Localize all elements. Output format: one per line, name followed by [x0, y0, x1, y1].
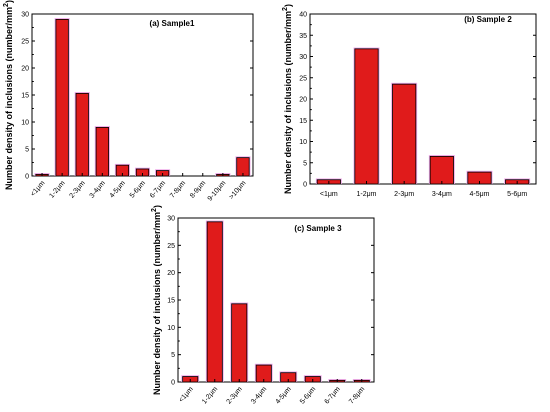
y-tick-label: 5: [25, 147, 29, 154]
y-axis-label-main: Number density of inclusions (number/mm: [4, 7, 14, 190]
bar: [75, 92, 89, 177]
x-tick-label: 5-6μm: [507, 191, 527, 198]
y-tick-label: 15: [299, 118, 307, 125]
x-tick-label: <1μm: [30, 180, 47, 198]
bar: [392, 83, 417, 185]
x-tick-label: 3-4μm: [250, 386, 268, 406]
panel-a: 0 5 10 15 20 25 30 <1μm 1-2μm 2-3μm 3-4μm 4-5μm 5-6μ…: [3, 0, 254, 203]
x-tick-label: 5-6μm: [299, 386, 317, 406]
y-axis-label: Number density of inclusions (number/mm2…: [282, 4, 293, 194]
bar: [55, 18, 69, 177]
y-tick-label: 30: [21, 12, 29, 19]
x-tick-label: 7-8μm: [348, 386, 366, 406]
y-tick-label: 15: [21, 93, 29, 100]
x-tick-label: 4-5μm: [470, 191, 490, 198]
x-tick-label: 3-4μm: [432, 191, 452, 198]
plot-frame: [309, 13, 537, 185]
x-tick-label: 4-5μm: [275, 386, 293, 406]
y-tick-label: 10: [21, 120, 29, 127]
bar: [354, 48, 379, 185]
y-tick-label: 40: [299, 12, 307, 19]
y-axis-label-superscript: 2: [282, 7, 289, 11]
y-tick-label: 35: [299, 33, 307, 40]
y-tick-label: 20: [167, 270, 175, 277]
y-tick-label: 10: [167, 325, 175, 332]
panel-b: 0 5 10 15 20 25 30 35 40 <1μm 1-2μm 2-3μm 3-4μm 4-5μm…: [282, 4, 537, 198]
x-tick-label: 1-2μm: [201, 386, 219, 406]
y-tick-label: 30: [299, 54, 307, 61]
x-tick-label: >10μm: [228, 180, 247, 201]
bar: [429, 155, 454, 185]
bar: [95, 127, 109, 177]
y-tick-label: 25: [299, 75, 307, 82]
y-axis-label-close: ): [4, 0, 14, 3]
x-tick-label: 8-9μm: [189, 180, 207, 200]
y-axis-label-main: Number density of inclusions (number/mm: [152, 212, 162, 395]
x-tick-label: 3-4μm: [89, 180, 107, 200]
x-tick-label: 9-10μm: [207, 180, 228, 203]
x-tick-label: 1-2μm: [357, 191, 377, 198]
y-axis-label-superscript: 2: [3, 3, 10, 7]
y-tick-label: 0: [25, 174, 29, 181]
y-tick-label: 15: [167, 298, 175, 305]
y-axis-label: Number density of inclusions (number/mm2…: [151, 205, 162, 395]
y-tick-label: 5: [303, 160, 307, 167]
x-tick-label: 1-2μm: [48, 180, 66, 200]
y-tick-label: 0: [171, 380, 175, 387]
y-axis-label: Number density of inclusions (number/mm2…: [3, 0, 14, 190]
y-tick-label: 25: [167, 243, 175, 250]
y-tick-label: 20: [299, 97, 307, 104]
x-tick-label: 2-3μm: [394, 191, 414, 198]
y-axis-label-superscript: 2: [151, 208, 158, 212]
panel-title: (a) Sample1: [150, 19, 195, 28]
y-tick-label: 0: [303, 182, 307, 189]
x-tick-label: <1μm: [320, 191, 338, 198]
y-tick-label: 10: [299, 139, 307, 146]
y-tick-label: 20: [21, 66, 29, 73]
y-axis-label-main: Number density of inclusions (number/mm: [283, 11, 293, 194]
y-axis-label-close: ): [283, 4, 293, 7]
x-tick-label: 2-3μm: [69, 180, 87, 200]
x-tick-label: 4-5μm: [109, 180, 127, 200]
panel-title: (b) Sample 2: [464, 15, 512, 24]
x-tick-label: 6-7μm: [149, 180, 167, 200]
x-tick-label: 5-6μm: [129, 180, 147, 200]
x-tick-label: 7-8μm: [169, 180, 187, 200]
bar: [206, 221, 223, 383]
bar: [231, 303, 248, 383]
y-tick-label: 30: [167, 216, 175, 223]
x-tick-label: 2-3μm: [226, 386, 244, 406]
y-axis-label-close: ): [152, 205, 162, 208]
panel-c: 0 5 10 15 20 25 30 <1μm 1-2μm 2-3μm 3-4μm 4-5μm 5-6μ…: [151, 205, 375, 406]
y-tick-label: 25: [21, 39, 29, 46]
panel-title: (c) Sample 3: [294, 224, 342, 233]
x-tick-label: <1μm: [178, 386, 195, 404]
y-tick-label: 5: [171, 352, 175, 359]
x-tick-label: 6-7μm: [324, 386, 342, 406]
